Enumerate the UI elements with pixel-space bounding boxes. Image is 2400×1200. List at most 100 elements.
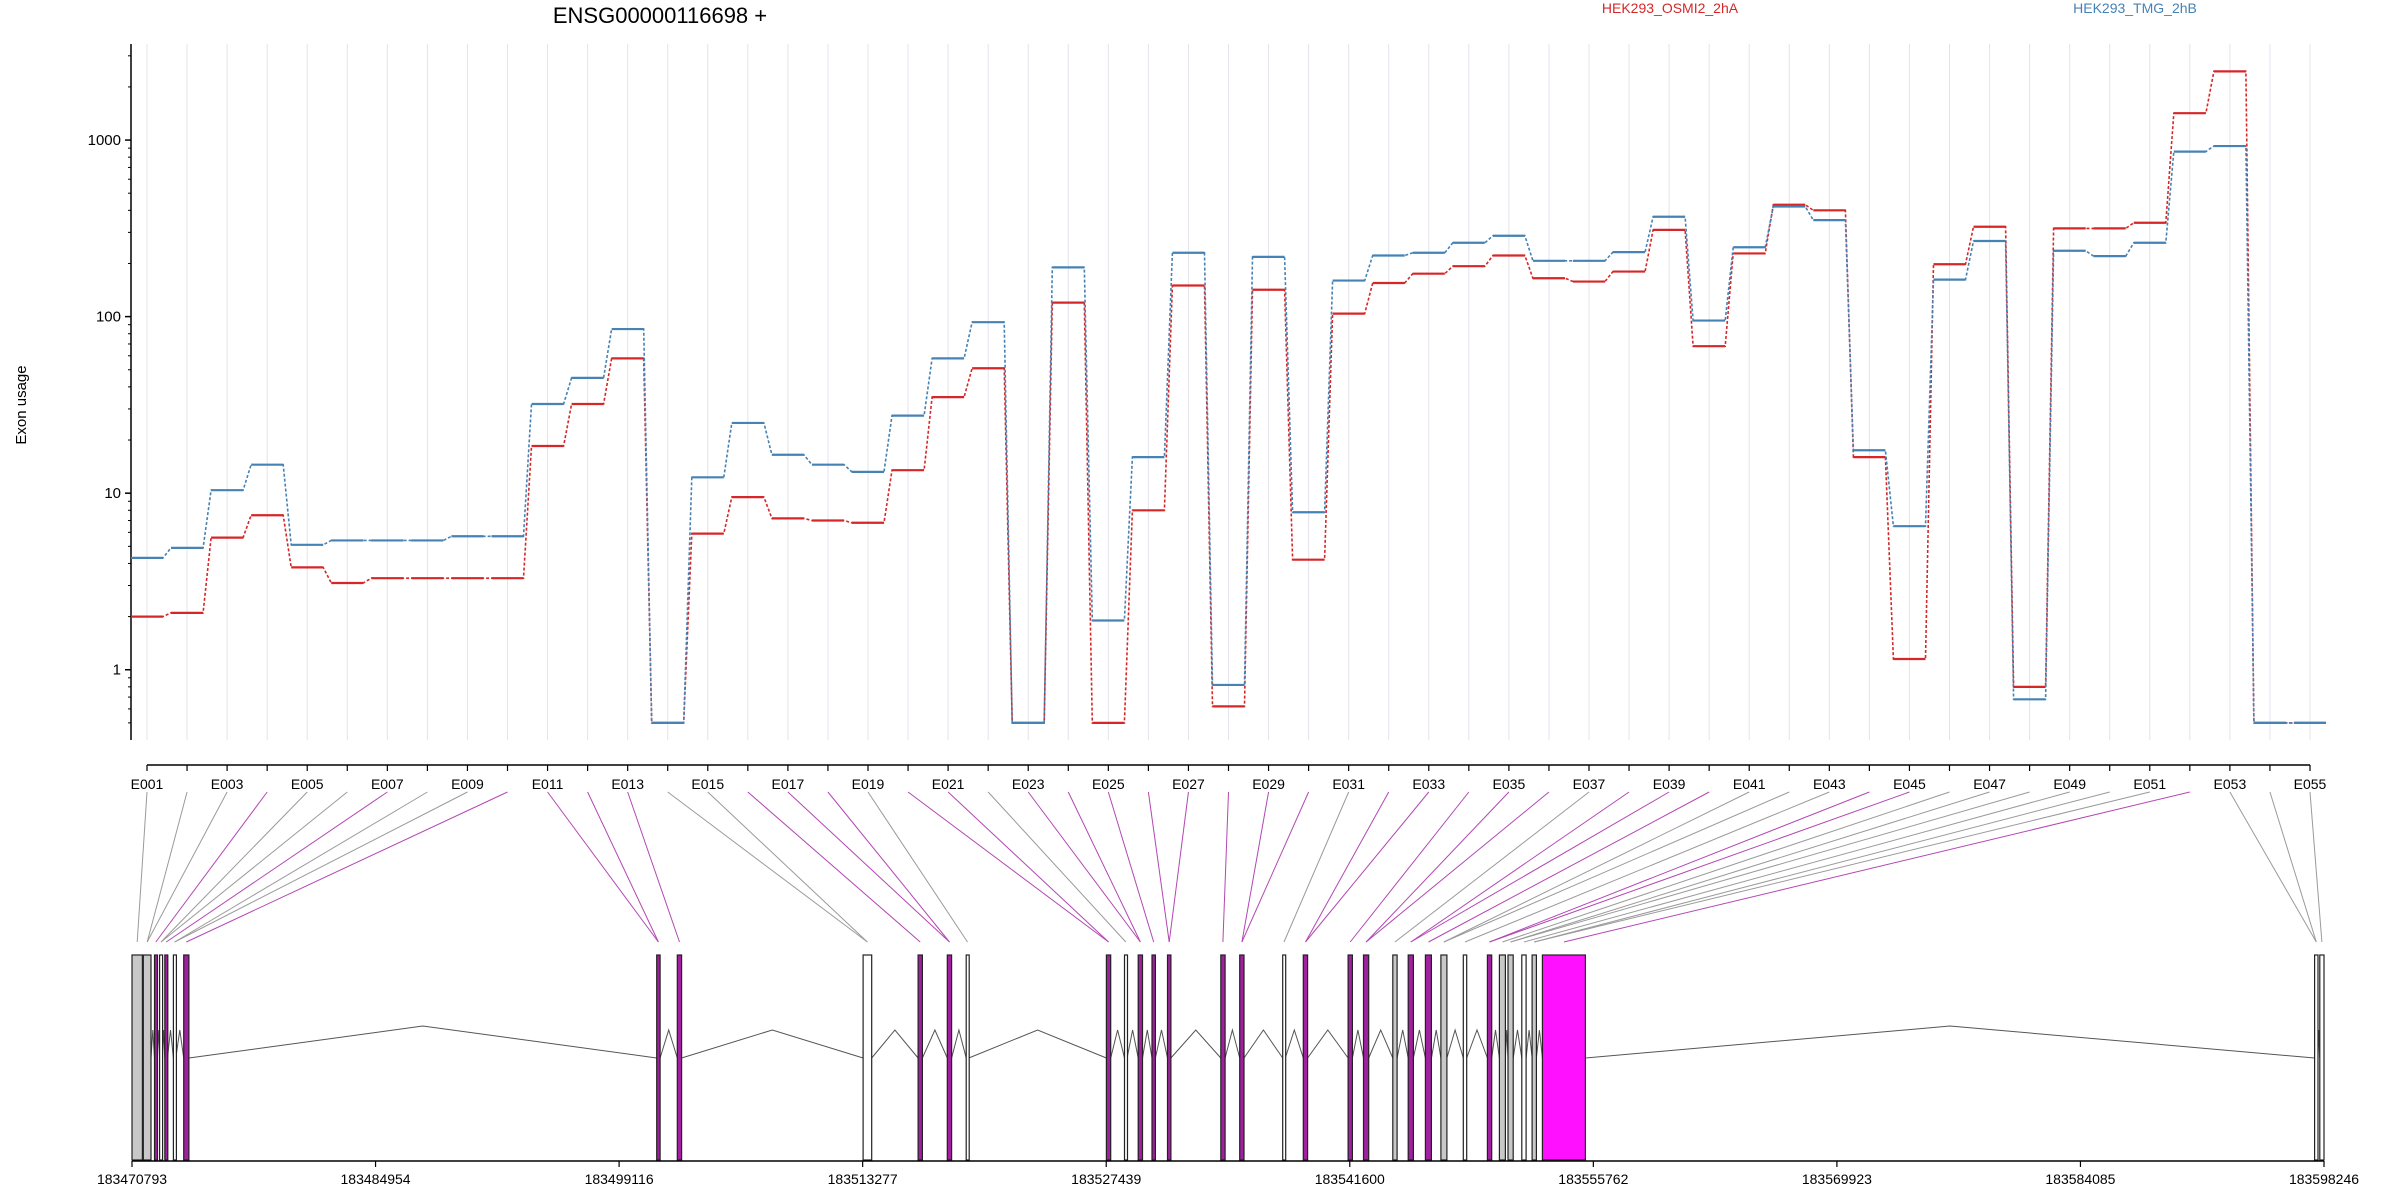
connector-E004 [155, 791, 268, 943]
exon-box-20 [1239, 954, 1245, 1161]
connector-E032 [1305, 791, 1390, 943]
exon-box-24 [1362, 954, 1370, 1161]
connector-E030 [1241, 791, 1310, 943]
intron-line [1368, 1028, 1394, 1059]
connector-E050 [1534, 791, 2110, 943]
connector-E002 [146, 791, 188, 943]
intron-line [167, 1029, 174, 1059]
connector-E009 [174, 791, 468, 943]
intron-line [1512, 1029, 1523, 1059]
intron-line [1110, 1029, 1125, 1059]
exon-box-29 [1462, 954, 1468, 1161]
exon-box-7 [183, 954, 190, 1161]
genome-tick-label-183555762: 183555762 [1558, 1171, 1628, 1187]
x-tick-label-E049: E049 [2053, 776, 2086, 792]
exon-box-23 [1347, 954, 1353, 1161]
x-tick-label-E005: E005 [291, 776, 324, 792]
x-tick-label-E019: E019 [852, 776, 885, 792]
connector-E022 [987, 791, 1127, 943]
exon-box-25 [1392, 954, 1398, 1161]
intron-line [951, 1028, 967, 1059]
connector-E010 [186, 791, 508, 943]
x-tick-label-E031: E031 [1332, 776, 1365, 792]
connector-E026 [1147, 791, 1170, 943]
exon-box-36 [2314, 954, 2319, 1161]
x-tick-label-E011: E011 [532, 776, 564, 792]
x-tick-label-E013: E013 [611, 776, 644, 792]
connector-E025 [1107, 791, 1155, 943]
connector-E008 [174, 791, 428, 943]
intron-line [921, 1028, 948, 1059]
genome-tick-label-183470793: 183470793 [97, 1171, 167, 1187]
intron-line [1525, 1029, 1533, 1059]
exon-box-3 [153, 954, 159, 1161]
connector-E027 [1168, 791, 1189, 943]
connector-E013 [627, 791, 680, 943]
genome-tick-label-183527439: 183527439 [1071, 1171, 1141, 1187]
connector-E034 [1349, 791, 1470, 943]
x-tick-label-E001: E001 [131, 776, 164, 792]
connector-E020 [907, 791, 1109, 943]
connector-E031 [1283, 791, 1350, 943]
exon-box-2 [142, 954, 152, 1161]
exon-box-37 [2319, 954, 2325, 1161]
connector-E051 [1534, 791, 2150, 943]
genome-tick-label-183584085: 183584085 [2045, 1171, 2115, 1187]
connector-E016 [747, 791, 921, 943]
connector-E041 [1443, 791, 1750, 943]
connector-E047 [1510, 791, 1990, 943]
intron-line [1446, 1028, 1464, 1059]
genome-tick-label-183569923: 183569923 [1802, 1171, 1872, 1187]
exon-box-19 [1220, 954, 1226, 1161]
connector-E038 [1410, 791, 1630, 943]
intron-line [1126, 1029, 1139, 1059]
x-tick-label-E003: E003 [211, 776, 244, 792]
intron-line [1466, 1028, 1488, 1059]
intron-line [188, 1025, 657, 1059]
x-tick-label-E023: E023 [1012, 776, 1045, 792]
connector-E054 [2269, 791, 2317, 943]
exon-box-12 [946, 954, 953, 1161]
exon-box-15 [1123, 954, 1129, 1161]
x-tick-label-E025: E025 [1092, 776, 1125, 792]
intron-line [871, 1029, 919, 1059]
connector-E014 [667, 791, 868, 943]
connector-E044 [1489, 791, 1870, 943]
x-tick-label-E021: E021 [932, 776, 965, 792]
genome-tick-label-183598246: 183598246 [2289, 1171, 2359, 1187]
x-tick-label-E039: E039 [1653, 776, 1686, 792]
intron-line [1154, 1029, 1168, 1059]
connector-E039 [1410, 791, 1670, 943]
intron-line [1142, 1029, 1153, 1059]
connector-E045 [1489, 791, 1910, 943]
genome-tick-label-183484954: 183484954 [341, 1171, 411, 1187]
y-tick-label-10: 10 [104, 485, 121, 502]
exon-box-11 [917, 954, 923, 1161]
exon-box-16 [1137, 954, 1144, 1161]
connector-E043 [1464, 791, 1830, 943]
genome-tick-label-183541600: 183541600 [1315, 1171, 1385, 1187]
exon-box-33 [1521, 954, 1527, 1161]
connector-E012 [587, 791, 659, 943]
connector-E015 [707, 791, 868, 943]
connector-E048 [1510, 791, 2030, 943]
intron-line [659, 1028, 678, 1059]
x-tick-label-E043: E043 [1813, 776, 1846, 792]
x-tick-label-E047: E047 [1973, 776, 2006, 792]
connector-E052 [1563, 791, 2190, 943]
exon-box-32 [1507, 954, 1514, 1161]
connector-E003 [146, 791, 228, 943]
x-tick-label-E051: E051 [2133, 776, 2166, 792]
connector-E046 [1502, 791, 1950, 943]
intron-line [175, 1029, 185, 1059]
connector-E037 [1394, 791, 1590, 943]
exon-box-18 [1166, 954, 1172, 1161]
exon-box-21 [1282, 954, 1287, 1161]
chart-title: ENSG00000116698 + [553, 3, 767, 28]
connector-E042 [1443, 791, 1790, 943]
connector-E049 [1523, 791, 2070, 943]
genome-tick-label-183499116: 183499116 [585, 1171, 654, 1187]
intron-line [1351, 1029, 1364, 1059]
y-tick-label-1: 1 [113, 662, 121, 679]
